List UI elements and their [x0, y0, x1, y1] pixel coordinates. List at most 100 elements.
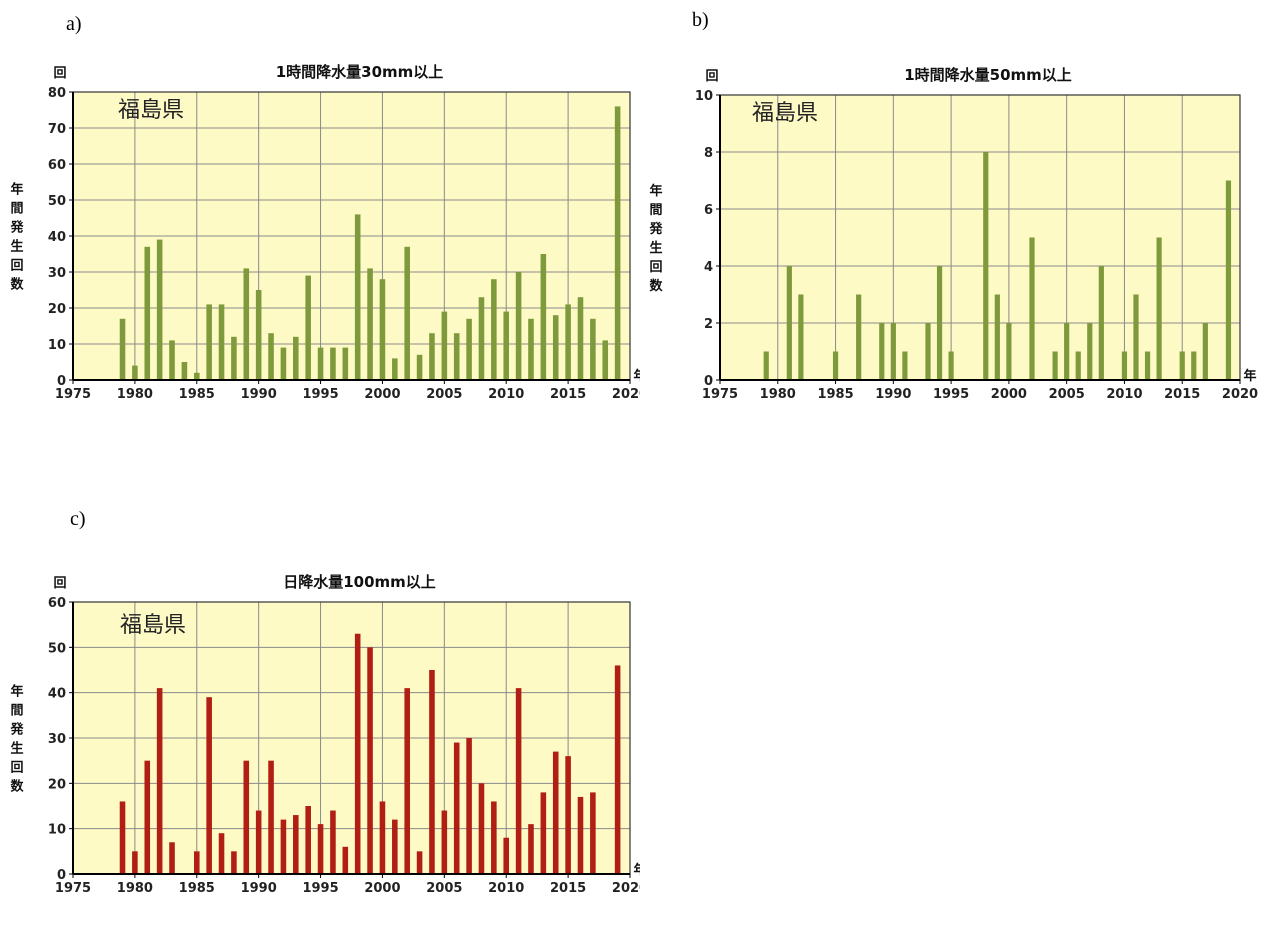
x-tick-label: 2005: [426, 881, 462, 896]
bar: [330, 347, 336, 380]
y-tick-label: 20: [48, 777, 66, 792]
bar: [577, 297, 584, 380]
x-tick-label: 2000: [991, 387, 1027, 402]
bar: [156, 688, 163, 874]
bar: [441, 810, 448, 874]
bar: [255, 290, 262, 380]
plot-area: [720, 95, 1240, 380]
chart-panel-b: b) 1975 1980 1985 1990 1995 2000 2005 2010 2015 2…: [640, 0, 1264, 420]
chart-svg-a: 1975 1980 1985 1990 1995 2000 2005 2010 2015 202 0…: [9, 63, 648, 402]
bar: [243, 268, 250, 380]
x-tick-label: 1995: [302, 881, 338, 896]
y-tick-label: 40: [48, 230, 66, 245]
bar: [1144, 351, 1151, 380]
chart-title: 日降水量100mm以上: [283, 573, 436, 591]
bar: [503, 311, 510, 380]
bar: [169, 842, 175, 874]
bar: [156, 239, 163, 380]
bar: [379, 801, 386, 874]
bar: [330, 810, 336, 874]
bar: [983, 152, 989, 380]
bar: [354, 214, 361, 380]
y-tick-label: 2: [704, 317, 713, 332]
bar: [317, 347, 324, 380]
bar: [466, 318, 472, 380]
bar: [305, 806, 311, 874]
bar: [293, 815, 299, 874]
bar: [379, 279, 386, 380]
bar: [193, 851, 200, 874]
x-tick-label: 2000: [364, 881, 400, 896]
x-tick-label: 1995: [933, 387, 969, 402]
x-tick-label: 2015: [550, 881, 586, 896]
y-axis-label: 年間発生回数: [9, 684, 24, 795]
x-unit-label: 年: [633, 862, 640, 878]
y-axis-label: 年間発生回数: [9, 182, 24, 293]
bar: [243, 760, 250, 874]
bar: [1179, 351, 1185, 380]
bar: [1064, 323, 1070, 380]
bar: [342, 347, 349, 380]
bar: [181, 362, 188, 380]
chart-panel-a: a) 1975 1980 1985 1990 1995 2000 2005 2010 2015 2…: [0, 0, 648, 420]
prefecture-label: 福島県: [752, 101, 818, 126]
bar: [392, 819, 398, 874]
chart-svg-c: 1975 1980 1985 1990 1995 2000 2005 2010 2015 202 0…: [9, 573, 648, 896]
bar: [1006, 323, 1012, 380]
bar: [280, 347, 287, 380]
bar: [515, 688, 522, 874]
bar: [948, 351, 954, 380]
y-unit-label: 回: [53, 576, 66, 591]
chart-title: 1時間降水量30mm以上: [276, 63, 444, 81]
bar: [206, 304, 212, 380]
y-unit-label: 回: [705, 69, 718, 84]
y-tick-label: 0: [57, 868, 66, 883]
bar: [879, 323, 885, 380]
y-tick-label: 60: [48, 158, 66, 173]
bar: [1225, 180, 1232, 380]
bar: [367, 647, 373, 874]
bar: [798, 294, 804, 380]
bar: [491, 801, 497, 874]
bar: [1191, 351, 1197, 380]
bar: [856, 294, 862, 380]
bar: [1098, 266, 1104, 380]
bar: [119, 801, 126, 874]
bar: [540, 792, 547, 874]
bar: [367, 268, 373, 380]
bar: [453, 742, 460, 874]
bar: [1075, 351, 1081, 380]
x-tick-label: 2020: [612, 881, 640, 896]
bar: [429, 670, 435, 874]
y-tick-label: 10: [48, 338, 66, 353]
panel-label: c): [70, 508, 86, 530]
x-tick-label: 1975: [55, 387, 91, 402]
bar: [1029, 237, 1035, 380]
x-tick-label: 1975: [55, 881, 91, 896]
y-tick-label: 30: [48, 732, 66, 747]
x-tick-label: 1995: [302, 387, 338, 402]
bar: [453, 333, 460, 380]
y-tick-label: 6: [704, 203, 713, 218]
y-tick-label: 70: [48, 122, 66, 137]
bar: [590, 792, 596, 874]
x-tick-label: 2005: [1049, 387, 1085, 402]
x-unit-label: 年: [1243, 368, 1256, 384]
x-tick-label: 2010: [488, 881, 524, 896]
panel-label: b): [692, 9, 709, 31]
bar: [206, 697, 212, 874]
bar: [540, 254, 547, 380]
bar: [515, 272, 522, 380]
bar: [925, 323, 931, 380]
x-tick-label: 2005: [426, 387, 462, 402]
y-tick-label: 0: [704, 374, 713, 389]
x-tick-label: 1990: [241, 387, 277, 402]
bar: [280, 819, 287, 874]
y-axis-label: 年間発生回数: [648, 183, 663, 294]
bar: [763, 351, 769, 380]
bar: [144, 760, 151, 874]
chart-svg-b: 1975 1980 1985 1990 1995 2000 2005 2010 2015 2020…: [648, 66, 1258, 402]
bar: [268, 760, 274, 874]
bar: [466, 738, 472, 874]
chart-panel-c: c) 1975 1980 1985 1990 1995 2000 2005 2010 2015 2…: [0, 480, 648, 922]
